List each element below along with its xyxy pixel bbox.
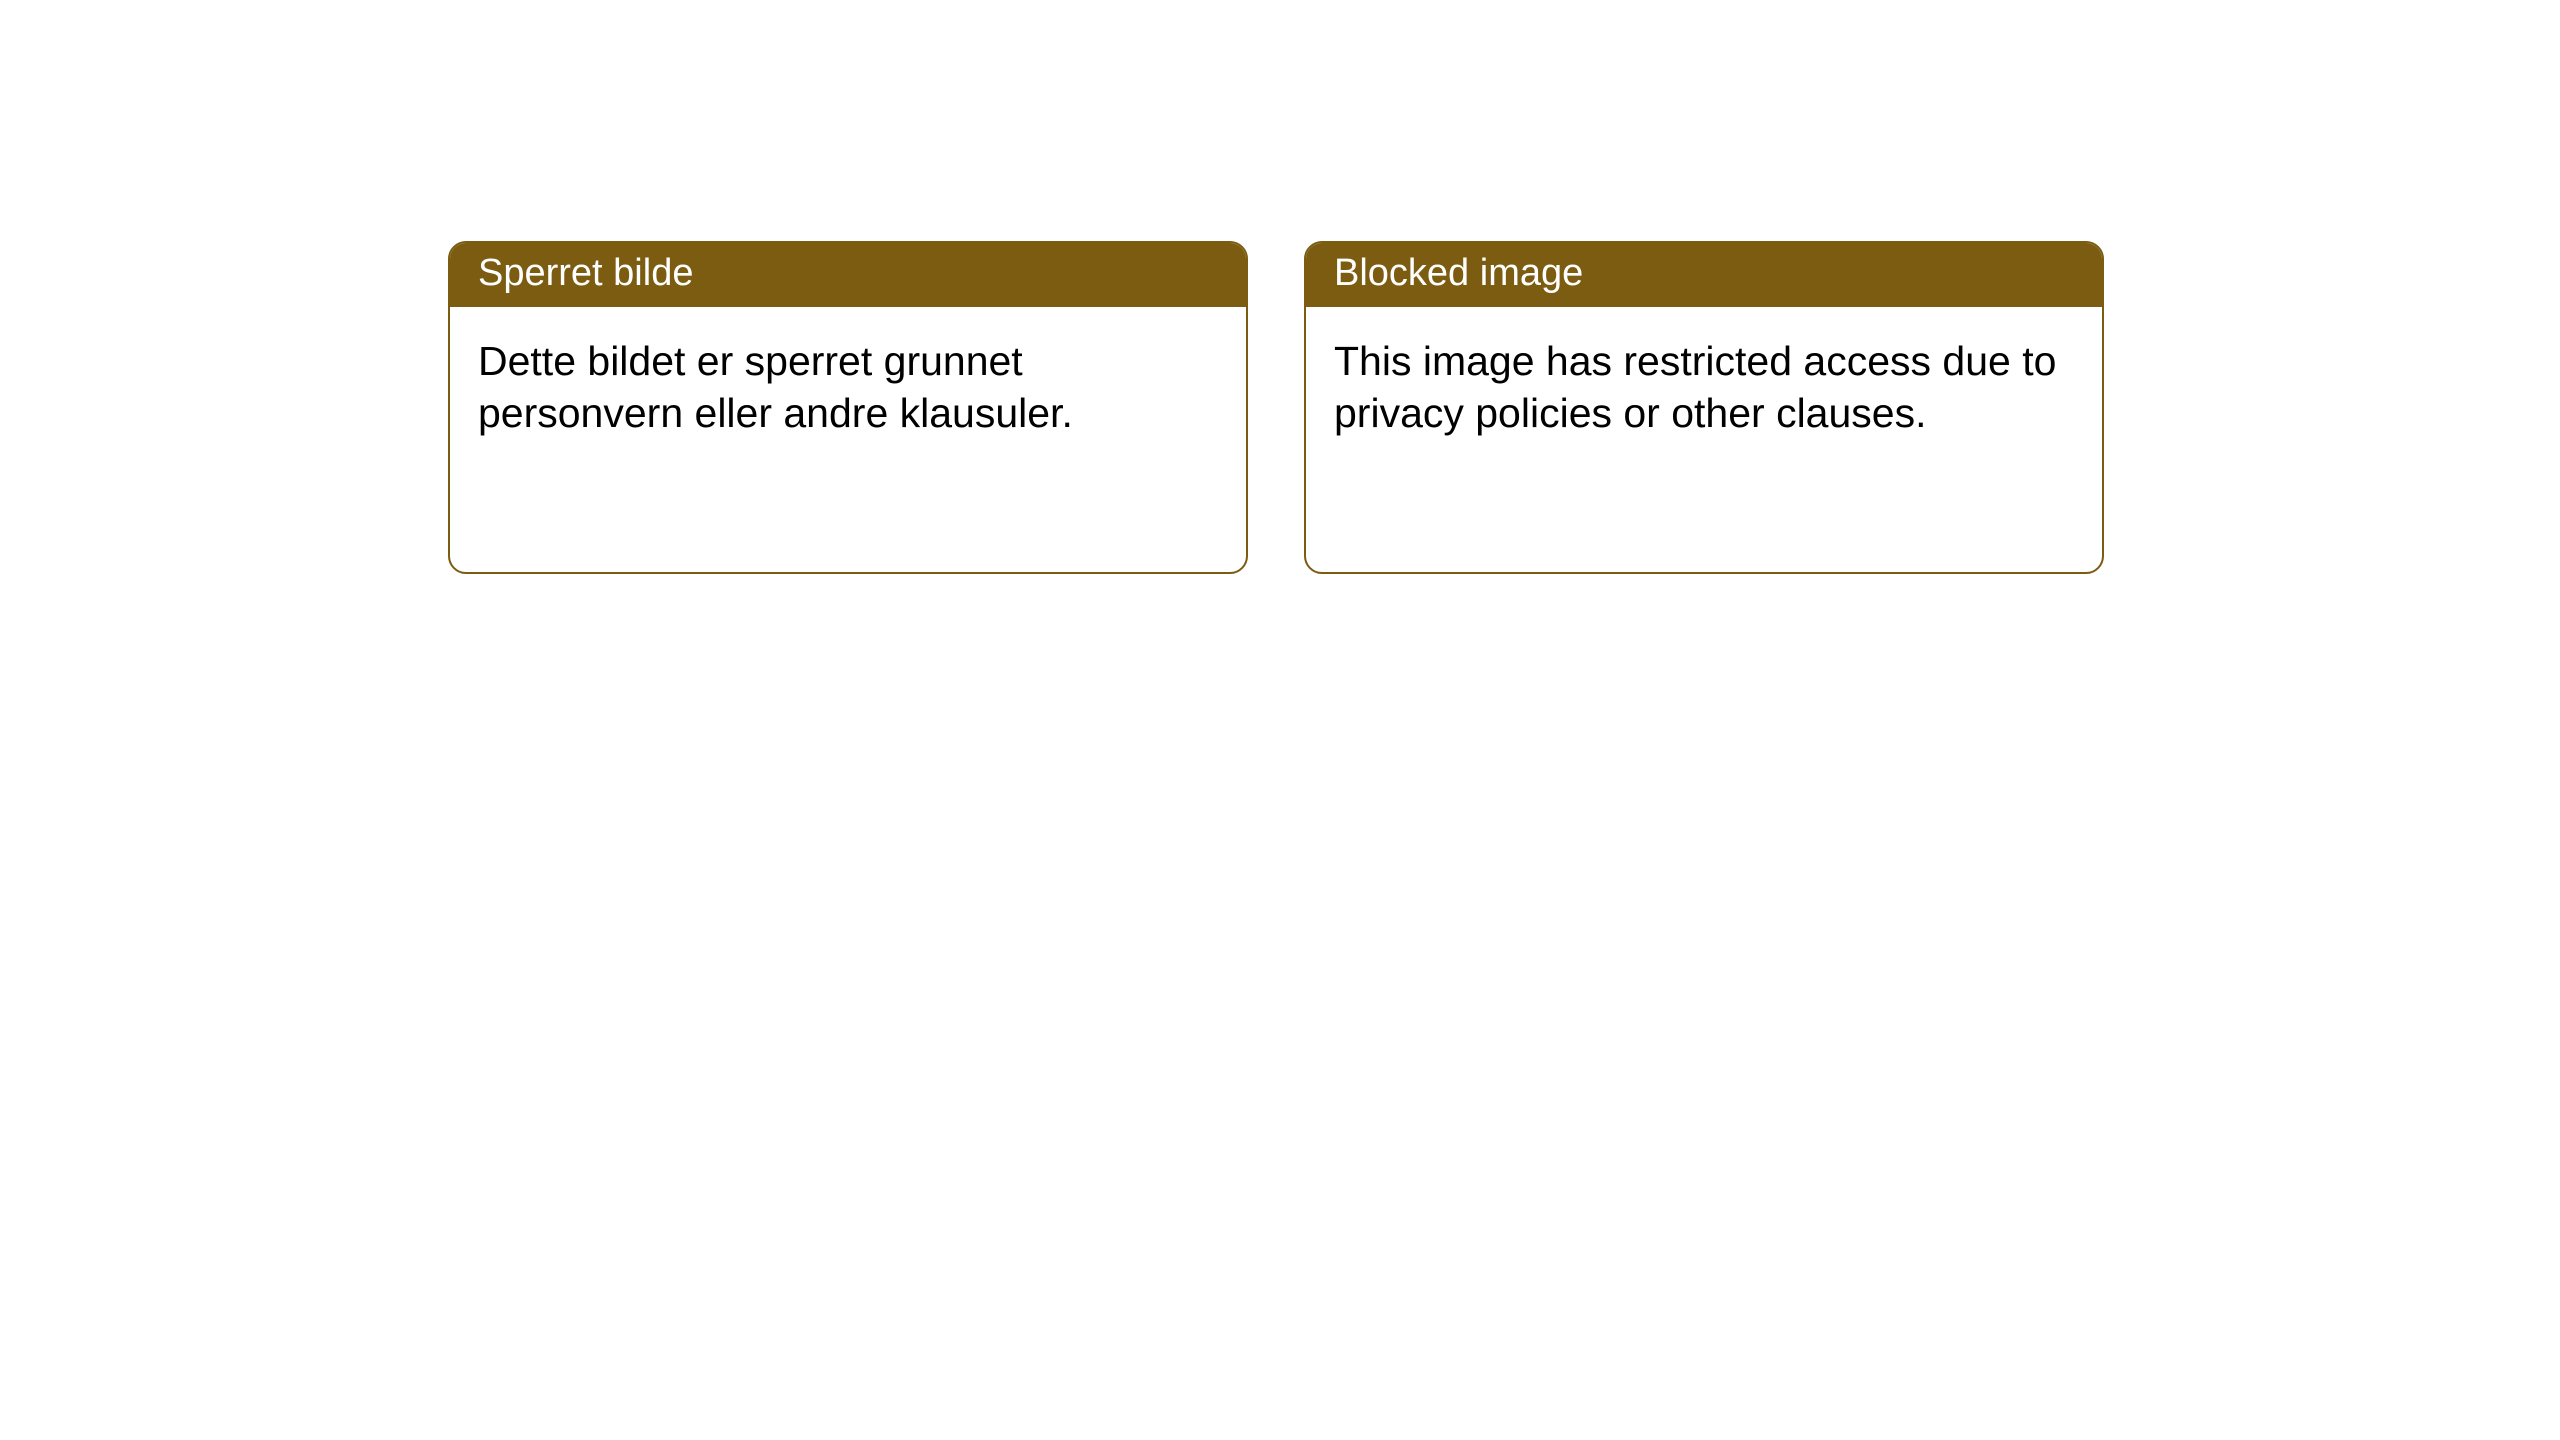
notice-header-norwegian: Sperret bilde — [450, 243, 1246, 307]
notice-card-norwegian: Sperret bilde Dette bildet er sperret gr… — [448, 241, 1248, 574]
notice-card-english: Blocked image This image has restricted … — [1304, 241, 2104, 574]
notice-header-english: Blocked image — [1306, 243, 2102, 307]
notice-body-norwegian: Dette bildet er sperret grunnet personve… — [450, 307, 1246, 468]
notice-container: Sperret bilde Dette bildet er sperret gr… — [448, 241, 2104, 574]
notice-body-english: This image has restricted access due to … — [1306, 307, 2102, 468]
